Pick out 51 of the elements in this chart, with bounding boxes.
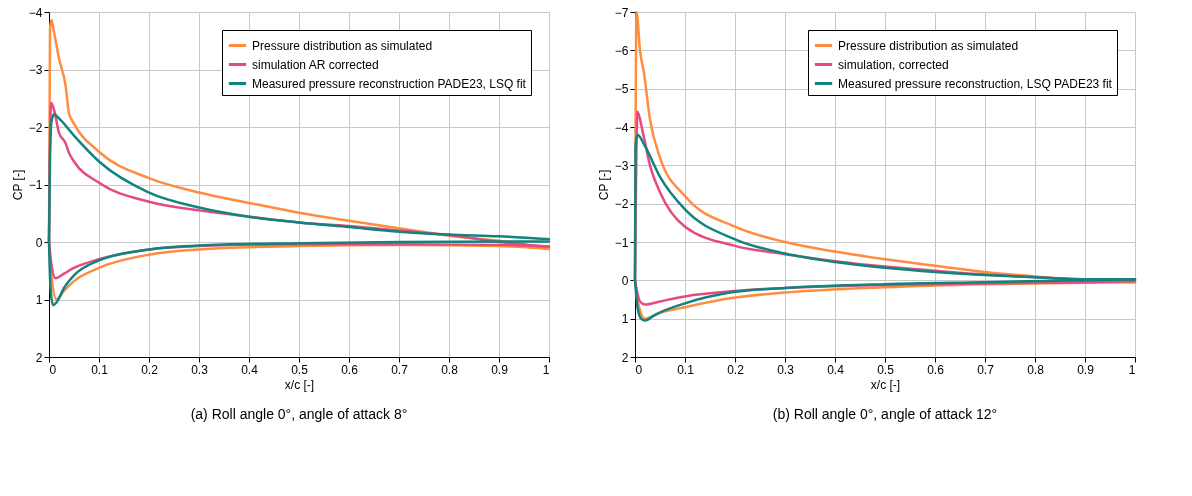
- x-tick-label: 0.4: [241, 362, 259, 377]
- x-tick-label: 1: [1128, 362, 1136, 377]
- legend-label: Pressure distribution as simulated: [838, 38, 1019, 53]
- y-axis-title: CP [-]: [596, 169, 611, 201]
- y-tick-label: −3: [28, 63, 43, 77]
- x-tick-label: 0.8: [441, 362, 459, 377]
- x-tick-label: 0.5: [291, 362, 309, 377]
- x-tick-label: 0.1: [91, 362, 109, 377]
- x-tick-label: 0.6: [927, 362, 945, 377]
- y-tick-label: 0: [621, 273, 629, 288]
- x-tick-label: 0: [635, 362, 643, 377]
- y-tick-label: −2: [28, 120, 43, 135]
- legend-label: simulation, corrected: [838, 57, 949, 72]
- legend-label: Measured pressure reconstruction PADE23, LSQ fit: [252, 76, 527, 91]
- x-tick-label: 0.5: [877, 362, 895, 377]
- x-tick-label: 0: [49, 362, 57, 377]
- y-tick-label: 1: [621, 312, 629, 327]
- legend-label: simulation AR corrected: [252, 57, 379, 72]
- y-tick-label: 2: [621, 350, 629, 365]
- text: (a) Roll angle 0°, angle of attack 8°: [190, 406, 408, 422]
- y-tick-label: −4: [28, 5, 43, 20]
- y-axis-title: CP [-]: [10, 169, 25, 201]
- x-tick-label: 0.4: [827, 362, 845, 377]
- legend-label: Measured pressure reconstruction, LSQ PADE23 fit: [838, 76, 1113, 91]
- y-tick-label: −5: [614, 82, 629, 97]
- text: (b) Roll angle 0°, angle of attack 12°: [772, 406, 998, 422]
- x-tick-label: 0.3: [777, 362, 795, 377]
- x-tick-label: 0.9: [491, 362, 509, 377]
- x-tick-label: 0.7: [977, 362, 995, 377]
- y-tick-label: −1: [614, 235, 629, 250]
- y-tick-label: −1: [28, 178, 43, 192]
- x-tick-label: 0.3: [191, 362, 209, 377]
- legend-label: Pressure distribution as simulated: [252, 38, 433, 53]
- y-tick-label: 0: [35, 235, 43, 250]
- x-tick-label: 0.1: [677, 362, 695, 377]
- x-axis-title: x/c [-]: [870, 377, 901, 392]
- x-tick-label: 0.2: [727, 362, 745, 377]
- y-tick-label: 2: [35, 350, 43, 365]
- y-tick-label: −6: [614, 43, 629, 58]
- x-tick-label: 0.2: [141, 362, 159, 377]
- x-tick-label: 0.8: [1027, 362, 1045, 377]
- x-tick-label: 1: [542, 362, 550, 377]
- y-tick-label: −3: [614, 158, 629, 173]
- y-tick-label: 1: [35, 293, 43, 307]
- x-tick-label: 0.9: [1077, 362, 1095, 377]
- y-tick-label: −4: [614, 120, 629, 135]
- x-axis-title: x/c [-]: [284, 377, 315, 392]
- y-tick-label: −2: [614, 197, 629, 212]
- y-tick-label: −7: [614, 5, 629, 20]
- x-tick-label: 0.7: [391, 362, 409, 377]
- x-tick-label: 0.6: [341, 362, 359, 377]
